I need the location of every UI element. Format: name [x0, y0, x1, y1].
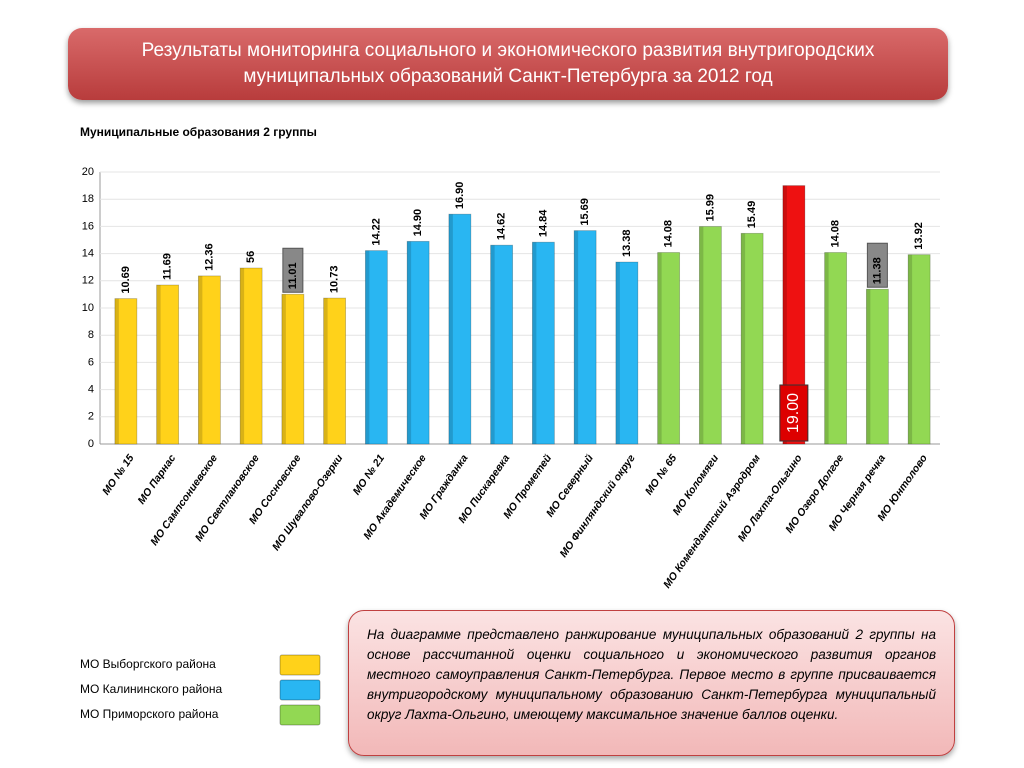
bar-shade	[240, 268, 245, 444]
bar	[114, 298, 138, 445]
value-label: 13.38	[621, 230, 633, 258]
bar	[573, 230, 597, 445]
value-label: 13.92	[913, 222, 925, 250]
bar	[824, 252, 848, 445]
y-tick-label: 20	[82, 166, 94, 178]
bar-shade	[908, 254, 913, 444]
value-label: 14.62	[496, 213, 508, 241]
x-tick-label: МО № 15	[100, 452, 137, 497]
bar-shade	[657, 252, 662, 444]
bar-shade	[615, 262, 620, 444]
y-tick-label: 2	[88, 411, 94, 423]
x-tick-label: МО № 21	[351, 452, 388, 497]
value-label: 14.22	[370, 218, 382, 246]
bar-shade	[532, 242, 537, 444]
value-label: 10.69	[120, 266, 132, 294]
bar	[490, 244, 514, 445]
bar	[615, 261, 639, 445]
bar-shade	[574, 230, 579, 444]
bar-shade	[448, 214, 453, 444]
y-tick-label: 18	[82, 193, 94, 205]
legend-label: МО Выборгского района	[80, 657, 216, 671]
bar-shade	[741, 233, 746, 444]
bar-shade	[156, 285, 161, 444]
value-label: 14.08	[830, 220, 842, 248]
legend-swatch	[279, 654, 321, 676]
bar-shade	[281, 294, 286, 444]
value-label: 16.90	[454, 182, 466, 210]
legend-swatch	[279, 704, 321, 726]
bar	[239, 267, 263, 445]
bar	[364, 250, 388, 445]
bar	[657, 252, 681, 445]
note-box: На диаграмме представлено ранжирование м…	[348, 610, 955, 756]
title: Результаты мониторинга социального и эко…	[141, 40, 875, 87]
bar-shade	[699, 226, 704, 444]
bar-shade	[198, 275, 203, 444]
bar	[197, 275, 221, 445]
legend-label: МО Калининского района	[80, 682, 223, 696]
value-label: 15.69	[579, 198, 591, 226]
value-label: 12.36	[203, 243, 215, 271]
bar	[740, 232, 764, 445]
value-label: 19.00	[785, 393, 802, 433]
value-label-box	[866, 242, 888, 288]
bar-shade	[407, 241, 412, 444]
bar-shade	[365, 250, 370, 444]
value-label: 14.08	[663, 220, 675, 248]
y-tick-label: 0	[88, 438, 94, 450]
bar	[406, 240, 430, 445]
bar-shade	[824, 252, 829, 444]
value-label: 56	[245, 251, 257, 263]
x-tick-label: МО Шувалово-Озерки	[270, 452, 346, 553]
bar-shade	[323, 298, 328, 444]
y-tick-label: 14	[82, 248, 94, 260]
legend-label: МО Приморского района	[80, 707, 219, 721]
y-tick-label: 4	[88, 384, 94, 396]
bar-shade	[490, 245, 495, 444]
value-label-box	[282, 247, 304, 293]
y-tick-label: 10	[82, 302, 94, 314]
value-label: 15.99	[704, 194, 716, 222]
value-label: 11.69	[162, 253, 174, 280]
bar	[782, 185, 806, 445]
bar	[156, 284, 180, 445]
bar	[281, 293, 305, 445]
value-label: 11.01	[287, 262, 299, 289]
value-label: 14.90	[412, 209, 424, 237]
y-tick-label: 12	[82, 275, 94, 287]
x-tick-label: МО Парнас	[135, 452, 178, 506]
value-label: 11.38	[871, 257, 883, 284]
bar	[865, 288, 889, 445]
note-text: На диаграмме представлено ранжирование м…	[367, 627, 936, 722]
bar	[907, 254, 931, 445]
y-tick-label: 16	[82, 220, 94, 232]
value-label: 10.73	[329, 266, 341, 294]
value-label: 15.49	[746, 201, 758, 229]
value-label-box	[779, 384, 809, 442]
x-tick-label: МО Финляндский округ	[557, 452, 637, 560]
bar	[698, 226, 722, 445]
y-tick-label: 8	[88, 329, 94, 341]
chart-subtitle: Муниципальные образования 2 группы	[80, 125, 317, 139]
bar-shade	[782, 185, 787, 444]
y-tick-label: 6	[88, 356, 94, 368]
bar	[531, 241, 555, 445]
value-label: 14.84	[537, 209, 549, 237]
bar-shade	[114, 298, 119, 444]
bar	[448, 213, 472, 445]
title-banner: Результаты мониторинга социального и эко…	[68, 28, 948, 100]
x-tick-label: МО № 65	[643, 452, 680, 497]
bar-shade	[866, 289, 871, 444]
legend-swatch	[279, 679, 321, 701]
bar	[323, 297, 347, 445]
